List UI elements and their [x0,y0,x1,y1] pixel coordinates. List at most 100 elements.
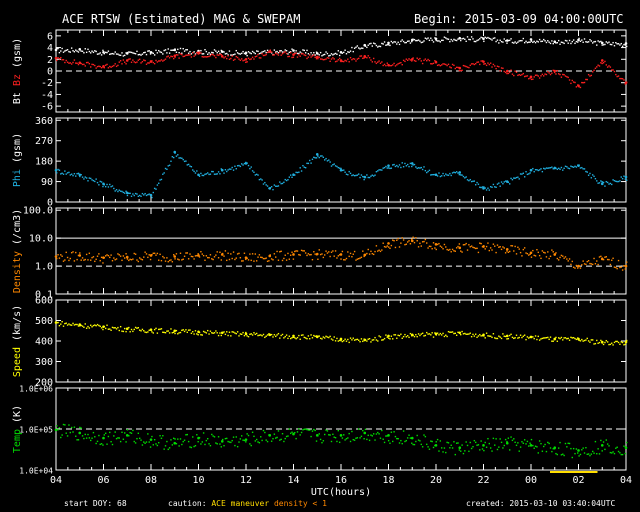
scatter-speed-0-158 [270,333,273,336]
scatter-phi-0-384 [578,164,580,166]
scatter-density-0-309 [476,247,478,250]
scatter-temp-0-418 [624,452,627,455]
scatter-magnetic-1-141 [247,57,250,59]
scatter-temp-0-394 [591,450,594,453]
scatter-phi-0-255 [402,166,405,168]
scatter-magnetic-0-89 [177,48,179,51]
scatter-magnetic-1-74 [156,61,159,63]
scatter-magnetic-1-47 [119,60,122,62]
scatter-density-0-322 [494,245,496,247]
scatter-phi-0-227 [364,176,367,179]
point-speed-0-5 [173,329,177,333]
scatter-temp-0-100 [192,436,194,438]
scatter-speed-0-375 [566,338,568,340]
scatter-magnetic-0-345 [525,40,527,43]
scatter-temp-0-138 [243,439,246,442]
scatter-magnetic-0-356 [540,40,542,43]
scatter-magnetic-1-319 [489,62,492,64]
scatter-temp-0-298 [461,444,463,446]
scatter-density-0-158 [270,258,273,260]
scatter-magnetic-0-21 [84,48,86,50]
scatter-speed-0-64 [143,330,145,332]
scatter-phi-0-161 [275,185,277,187]
scatter-speed-0-240 [382,339,384,341]
scatter-phi-0-343 [522,172,525,174]
scatter-magnetic-0-173 [291,48,293,50]
scatter-density-0-272 [426,242,428,244]
scatter-magnetic-0-413 [617,43,620,45]
scatter-magnetic-0-162 [276,50,278,53]
scatter-density-0-276 [431,248,433,250]
created-time: created: 2015-03-10 03:40:04UTC [466,499,616,508]
scatter-magnetic-0-7 [65,49,67,52]
scatter-magnetic-0-353 [536,40,538,42]
scatter-magnetic-1-256 [404,60,406,63]
scatter-phi-0-271 [424,169,427,172]
scatter-phi-0-34 [102,185,104,188]
scatter-density-0-0 [56,257,58,260]
scatter-magnetic-0-358 [543,38,545,41]
point-phi-0-14 [387,164,390,167]
scatter-density-0-83 [168,259,171,262]
ytick-label-speed-4: 200 [35,378,53,389]
scatter-speed-0-387 [582,340,584,342]
scatter-phi-0-395 [593,175,595,178]
scatter-temp-0-378 [570,447,572,450]
scatter-speed-0-385 [579,340,582,342]
scatter-magnetic-0-398 [597,40,599,42]
scatter-density-0-244 [387,246,390,248]
scatter-magnetic-1-349 [530,78,533,81]
scatter-magnetic-0-42 [113,53,115,55]
scatter-phi-0-35 [103,184,106,186]
scatter-speed-0-383 [577,337,579,339]
scatter-magnetic-0-368 [556,42,559,44]
scatter-speed-0-249 [394,334,397,336]
scatter-speed-0-376 [567,337,569,340]
scatter-phi-0-347 [528,173,530,175]
scatter-speed-0-268 [420,333,422,335]
scatter-temp-0-412 [616,446,618,448]
scatter-magnetic-1-67 [147,62,149,64]
scatter-density-0-56 [132,258,134,260]
scatter-phi-0-308 [474,184,477,186]
scatter-magnetic-1-116 [213,55,216,57]
scatter-temp-0-373 [563,454,565,457]
scatter-magnetic-0-271 [424,37,427,39]
scatter-phi-0-163 [277,185,280,187]
scatter-magnetic-0-247 [392,42,394,44]
scatter-magnetic-1-238 [379,62,382,64]
scatter-magnetic-0-171 [288,51,291,54]
scatter-speed-0-57 [133,328,135,331]
scatter-density-0-112 [208,257,210,259]
scatter-speed-0-254 [401,337,403,340]
scatter-magnetic-1-308 [474,62,477,65]
scatter-magnetic-0-266 [417,39,420,41]
scatter-magnetic-0-84 [170,49,172,51]
point-temp-0-24 [624,446,628,449]
scatter-phi-0-63 [141,192,144,195]
scatter-phi-0-379 [571,166,573,168]
scatter-magnetic-0-224 [360,47,363,49]
scatter-magnetic-0-279 [435,39,437,42]
scatter-phi-0-170 [287,179,289,181]
scatter-speed-0-399 [598,341,601,344]
scatter-phi-0-353 [536,169,538,171]
scatter-magnetic-0-242 [385,44,387,46]
scatter-speed-0-340 [518,336,520,339]
scatter-magnetic-1-25 [90,66,92,68]
scatter-magnetic-0-35 [103,52,106,55]
scatter-temp-0-76 [159,435,161,437]
scatter-speed-0-106 [200,334,202,336]
scatter-magnetic-1-27 [92,63,95,66]
scatter-magnetic-1-386 [581,81,583,84]
scatter-phi-0-202 [330,165,333,167]
scatter-magnetic-0-38 [107,50,110,52]
scatter-speed-0-11 [70,324,73,326]
scatter-speed-0-86 [172,331,175,334]
scatter-density-0-245 [389,247,391,250]
scatter-temp-0-182 [303,428,305,430]
scatter-density-0-31 [98,253,100,255]
scatter-magnetic-1-410 [613,70,616,73]
scatter-speed-0-405 [606,341,609,343]
scatter-magnetic-1-79 [163,59,165,61]
